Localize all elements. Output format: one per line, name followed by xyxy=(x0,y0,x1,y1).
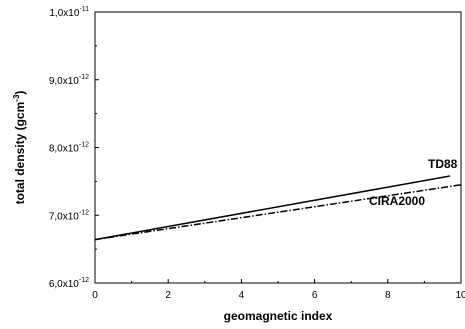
y-tick-label: 1,0x10-11 xyxy=(49,6,89,19)
y-axis-title-close: ) xyxy=(13,91,27,95)
y-tick-label: 8,0x10-12 xyxy=(49,142,89,155)
x-axis-ticks: 0 2 4 6 8 10 xyxy=(92,279,465,301)
axes-frame xyxy=(94,11,462,284)
x-tick-label: 6 xyxy=(312,290,318,301)
x-tick-label: 10 xyxy=(455,290,465,301)
x-tick-label: 0 xyxy=(92,290,98,301)
x-axis-title: geomagnetic index xyxy=(224,309,333,323)
y-tick-label: 9,0x10-12 xyxy=(49,74,89,87)
y-tick-label: 6,0x10-12 xyxy=(49,277,89,290)
y-axis-title: total density (gcm-3) xyxy=(12,91,27,205)
x-tick-label: 2 xyxy=(165,290,171,301)
y-tick-label: 7,0x10-12 xyxy=(49,209,89,222)
y-axis-title-exponent: -3 xyxy=(12,94,21,102)
y-axis-ticks: 6,0x10-12 7,0x10-12 8,0x10-12 9,0x10-12 1,0x… xyxy=(49,6,99,290)
series-label-td88: TD88 xyxy=(428,157,458,171)
x-tick-label: 8 xyxy=(385,290,391,301)
series-label-cira2000: CIRA2000 xyxy=(369,194,425,208)
series-layer xyxy=(94,175,462,241)
series-line-td88 xyxy=(94,175,451,241)
x-tick-label: 4 xyxy=(239,290,245,301)
plot-area: 0 2 4 6 8 10 6,0x10-12 7,0x10-12 8,0x10-12 9,0x1… xyxy=(49,6,465,301)
y-axis-title-base: total density (gcm xyxy=(13,102,27,205)
series-line-cira2000 xyxy=(94,184,462,241)
